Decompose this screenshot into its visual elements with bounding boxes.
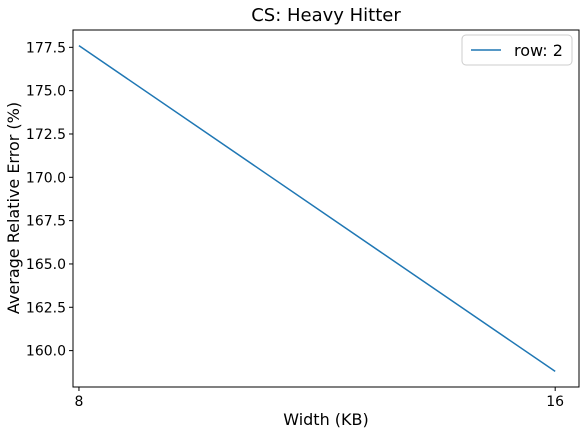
- y-tick-label: 167.5: [26, 214, 66, 230]
- legend-label-row-2: row: 2: [514, 41, 563, 60]
- y-axis-label: Average Relative Error (%): [4, 102, 23, 314]
- x-axis-ticks: 8 16: [74, 387, 564, 410]
- y-tick-label: 175.0: [26, 84, 66, 100]
- chart-title: CS: Heavy Hitter: [251, 5, 401, 26]
- x-tick-label: 8: [74, 394, 83, 410]
- plot-frame: [72, 29, 580, 388]
- legend-box: [461, 34, 573, 66]
- y-tick-label: 162.5: [26, 300, 66, 316]
- x-axis-label: Width (KB): [283, 410, 369, 429]
- y-tick-label: 172.5: [26, 127, 66, 143]
- y-tick-label: 177.5: [26, 40, 66, 56]
- y-axis-ticks: 160.0 162.5 165.0 167.5 170.0 172.5 175.0 177.5: [26, 40, 73, 360]
- x-tick-label: 16: [546, 394, 564, 410]
- y-tick-label: 170.0: [26, 170, 66, 186]
- y-tick-label: 165.0: [26, 257, 66, 273]
- series-layer: [78, 44, 556, 373]
- series-line-0: [78, 44, 556, 373]
- legend: row: 2: [461, 34, 573, 66]
- y-tick-label: 160.0: [26, 344, 66, 360]
